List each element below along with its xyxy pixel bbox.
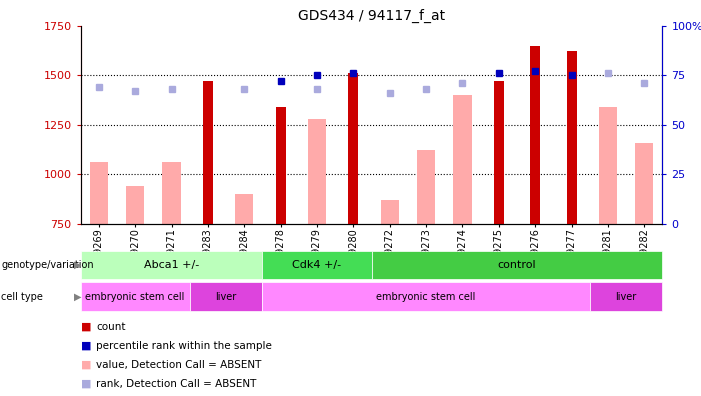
Bar [566, 51, 576, 224]
Text: cell type: cell type [1, 291, 43, 302]
Title: GDS434 / 94117_f_at: GDS434 / 94117_f_at [298, 9, 445, 23]
Bar [494, 81, 504, 224]
Text: ■: ■ [81, 360, 91, 370]
Text: genotype/variation: genotype/variation [1, 260, 94, 270]
Bar [190, 282, 262, 311]
Bar [348, 73, 358, 224]
Bar [308, 119, 326, 224]
Bar [417, 150, 435, 224]
Bar [81, 251, 262, 279]
Bar [126, 186, 144, 224]
Text: ▶: ▶ [74, 260, 81, 270]
Text: ■: ■ [81, 322, 91, 332]
Bar [372, 251, 662, 279]
Bar [262, 282, 590, 311]
Bar [81, 282, 190, 311]
Text: liver: liver [215, 291, 237, 302]
Bar [203, 81, 213, 224]
Bar [90, 162, 108, 224]
Bar [599, 107, 617, 224]
Bar [590, 282, 662, 311]
Text: percentile rank within the sample: percentile rank within the sample [96, 341, 272, 351]
Bar [530, 46, 540, 224]
Bar [635, 143, 653, 224]
Text: embryonic stem cell: embryonic stem cell [376, 291, 476, 302]
Text: Cdk4 +/-: Cdk4 +/- [292, 260, 341, 270]
Text: ■: ■ [81, 341, 91, 351]
Text: rank, Detection Call = ABSENT: rank, Detection Call = ABSENT [96, 379, 257, 389]
Bar [235, 194, 253, 224]
Bar [163, 162, 181, 224]
Text: count: count [96, 322, 125, 332]
Text: ■: ■ [81, 379, 91, 389]
Text: Abca1 +/-: Abca1 +/- [144, 260, 199, 270]
Bar [381, 200, 399, 224]
Text: liver: liver [615, 291, 637, 302]
Text: control: control [498, 260, 536, 270]
Bar [454, 95, 472, 224]
Text: embryonic stem cell: embryonic stem cell [86, 291, 185, 302]
Bar [262, 251, 372, 279]
Text: value, Detection Call = ABSENT: value, Detection Call = ABSENT [96, 360, 261, 370]
Text: ▶: ▶ [74, 291, 81, 302]
Bar [275, 107, 285, 224]
